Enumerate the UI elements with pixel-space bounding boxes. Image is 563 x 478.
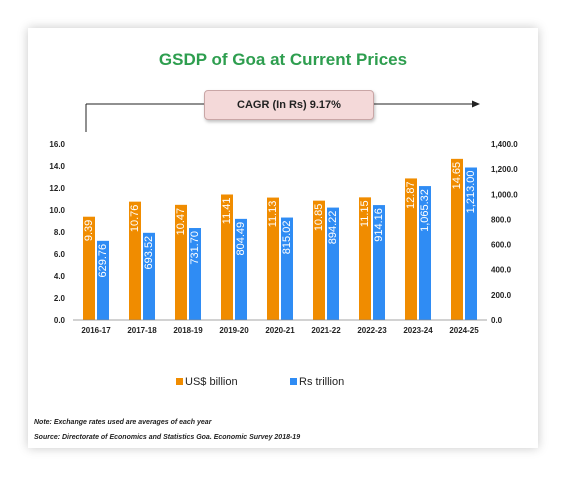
exchange-rate-note: Note: Exchange rates used are averages o… [34, 419, 212, 426]
data-label-rs: 1,065.32 [419, 189, 431, 232]
cagr-arrow-head [472, 100, 480, 108]
y-right-tick-label: 800.0 [491, 215, 512, 224]
x-tick-label: 2020-21 [265, 326, 295, 335]
data-label-usd: 11.13 [267, 201, 279, 228]
y-right-tick-label: 1,000.0 [491, 190, 518, 199]
bar-usd [267, 197, 279, 320]
y-right-tick-label: 1,200.0 [491, 165, 518, 174]
x-tick-label: 2018-19 [173, 326, 203, 335]
y-right-tick-label: 1,400.0 [491, 140, 518, 149]
bar-rs [373, 205, 385, 320]
bar-usd [83, 216, 95, 320]
x-tick-label: 2019-20 [219, 326, 249, 335]
y-left-tick-label: 16.0 [49, 140, 65, 149]
chart-card: GSDP of Goa at Current Prices 0.0 2.0 4.0 6… [28, 28, 538, 448]
bar-rs [465, 167, 477, 320]
x-tick-label: 2022-23 [357, 326, 387, 335]
data-label-usd: 14.65 [451, 162, 463, 190]
legend-label-rs: Rs trillion [299, 376, 344, 388]
bar-rs [327, 207, 339, 320]
bar-usd [129, 201, 141, 320]
data-label-rs: 731.70 [189, 231, 201, 265]
data-label-rs: 1,213.00 [465, 171, 477, 214]
bar-rs [143, 232, 155, 320]
y-left-tick-label: 6.0 [54, 250, 66, 259]
bar-usd [451, 158, 463, 320]
x-tick-label: 2023-24 [403, 326, 433, 335]
data-label-usd: 11.41 [221, 197, 233, 224]
bar-rs [97, 240, 109, 320]
data-label-rs: 815.02 [281, 221, 293, 255]
y-left-tick-label: 14.0 [49, 162, 65, 171]
bar-usd [313, 200, 325, 320]
y-right-tick-label: 200.0 [491, 291, 512, 300]
y-left-tick-label: 10.0 [49, 206, 65, 215]
legend-swatch-rs [290, 378, 297, 385]
bar-usd [405, 178, 417, 320]
x-tick-label: 2016-17 [81, 326, 111, 335]
y-right-tick-label: 600.0 [491, 241, 512, 250]
bar-rs [281, 217, 293, 320]
x-tick-label: 2024-25 [449, 326, 479, 335]
data-label-usd: 11.15 [359, 200, 371, 227]
data-label-rs: 629.76 [97, 244, 109, 278]
bar-usd [221, 194, 233, 320]
cagr-annotation: CAGR (In Rs) 9.17% [204, 90, 374, 120]
bar-rs [419, 186, 431, 320]
legend-label-usd: US$ billion [185, 376, 238, 388]
data-label-rs: 693.52 [143, 236, 155, 270]
chart-title: GSDP of Goa at Current Prices [158, 50, 408, 69]
y-left-tick-label: 8.0 [54, 228, 66, 237]
y-left-tick-label: 12.0 [49, 184, 65, 193]
bar-usd [359, 197, 371, 320]
gsdp-chart: 0.0 2.0 4.0 6.0 8.0 10.0 12.0 14.0 16.0 0.0 200.0 4… [49, 100, 518, 388]
x-tick-label: 2017-18 [127, 326, 157, 335]
data-label-usd: 9.39 [83, 220, 95, 241]
x-tick-label: 2021-22 [311, 326, 341, 335]
source-note: Source: Directorate of Economics and Sta… [34, 434, 301, 441]
data-label-usd: 10.47 [175, 208, 187, 236]
data-label-rs: 894.22 [327, 211, 339, 245]
data-label-rs: 804.49 [235, 222, 247, 256]
y-left-tick-label: 0.0 [54, 316, 66, 325]
bar-rs [189, 228, 201, 320]
bar-rs [235, 218, 247, 320]
data-label-usd: 10.85 [313, 204, 325, 232]
y-left-tick-label: 4.0 [54, 272, 66, 281]
y-left-tick-label: 2.0 [54, 294, 66, 303]
data-label-rs: 914.16 [373, 208, 385, 242]
y-right-tick-label: 0.0 [491, 316, 503, 325]
data-label-usd: 12.87 [405, 181, 417, 209]
bar-usd [175, 204, 187, 320]
legend-swatch-usd [176, 378, 183, 385]
data-label-usd: 10.76 [129, 205, 141, 233]
y-right-tick-label: 400.0 [491, 266, 512, 275]
